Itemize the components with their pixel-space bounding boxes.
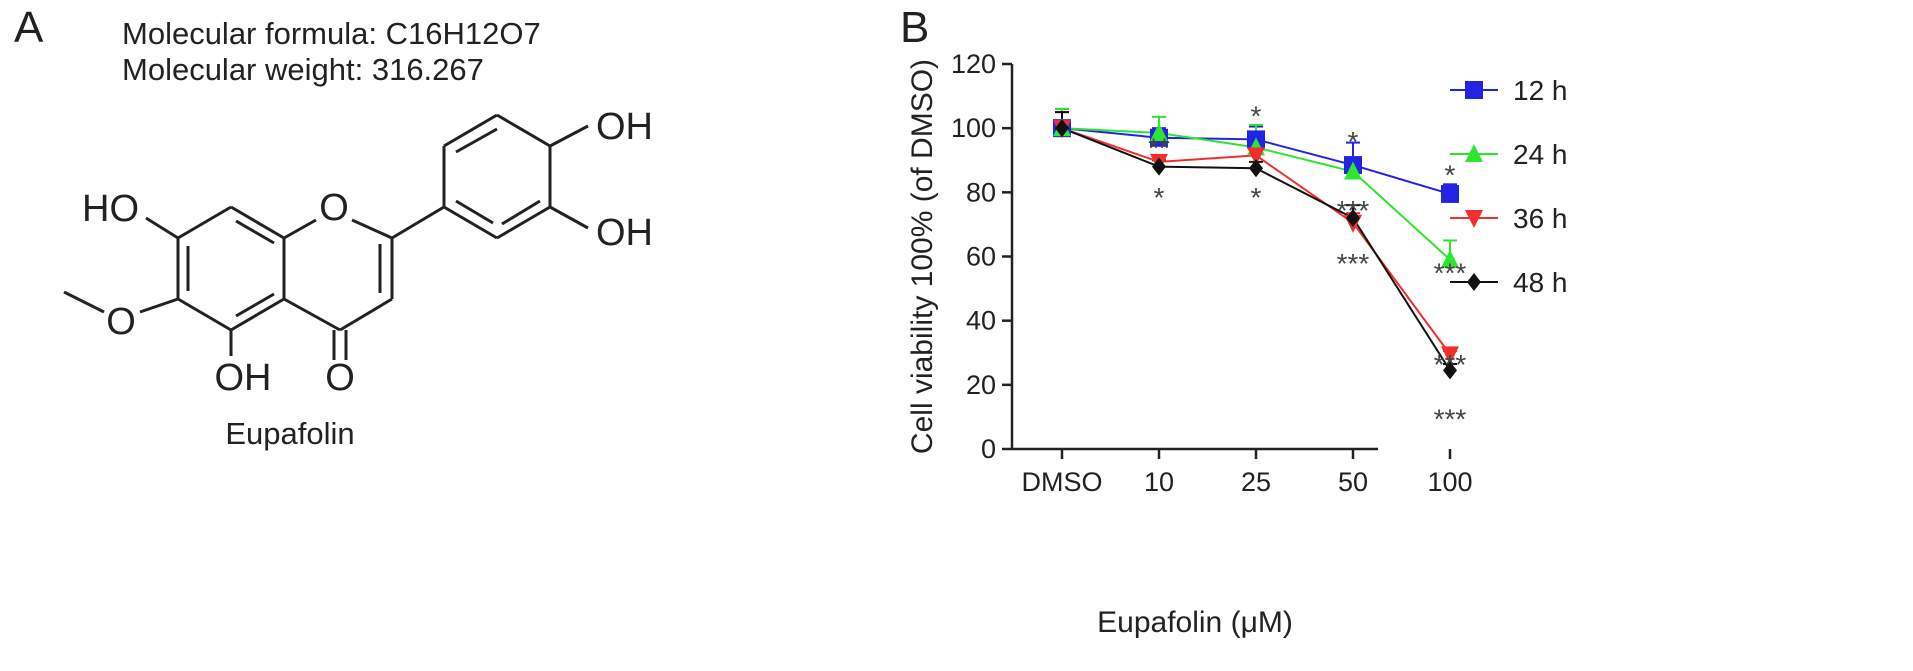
y-tick-label: 60 <box>966 242 996 272</box>
hydroxyl-left-label: HO <box>82 188 139 230</box>
compound-name: Eupafolin <box>225 416 354 451</box>
significance-label: * <box>1154 182 1165 213</box>
significance-annotations: ********************** <box>1148 100 1466 434</box>
chart-axes: 0 20 40 60 80 100 120 DMSO 10 25 50 100 Eupafolin (μ… <box>906 49 1473 639</box>
x-tick-label: 100 <box>1427 467 1472 497</box>
y-tick-label: 80 <box>966 177 996 207</box>
series-markers <box>1053 118 1459 380</box>
chart-legend: 12 h 24 h 36 h 48 h <box>1450 75 1568 298</box>
hydroxyl-top-label: OH <box>596 106 653 148</box>
data-point-24h <box>1344 161 1362 180</box>
panel-b-label: B <box>900 3 929 52</box>
legend-label-36h: 36 h <box>1513 203 1568 234</box>
data-point-36h <box>1247 147 1265 166</box>
ring-oxygen-label: O <box>319 187 349 229</box>
y-tick-label: 100 <box>951 113 996 143</box>
significance-label: * <box>1445 160 1456 191</box>
y-tick-label: 0 <box>981 434 996 464</box>
data-point-24h <box>1150 122 1168 141</box>
eupafolin-structure: A Molecular formula: C16H12O7 Molecular … <box>14 3 653 451</box>
significance-label: *** <box>1337 248 1370 279</box>
methoxy-oxygen-label: O <box>106 301 136 343</box>
significance-label: *** <box>1434 404 1467 435</box>
legend-marker-48h <box>1467 273 1481 291</box>
panel-a-label: A <box>14 3 44 52</box>
significance-label: *** <box>1434 258 1467 289</box>
molecular-formula: Molecular formula: C16H12O7 <box>122 16 541 51</box>
x-axis-label: Eupafolin (μM) <box>1097 606 1293 639</box>
data-point-48h <box>1055 119 1069 138</box>
structure-bonds <box>63 113 589 360</box>
data-point-24h <box>1441 249 1459 268</box>
data-point-36h <box>1441 346 1459 365</box>
legend-label-24h: 24 h <box>1513 139 1568 170</box>
legend-marker-36h <box>1465 210 1483 228</box>
y-tick-label: 120 <box>951 49 996 79</box>
data-point-48h <box>1152 157 1166 176</box>
x-tick-label: DMSO <box>1022 467 1103 497</box>
y-tick-label: 20 <box>966 370 996 400</box>
viability-chart: B 0 20 40 60 80 100 120 DMSO 10 25 50 100 Eupafolin … <box>900 3 1568 639</box>
significance-label: *** <box>1337 195 1370 226</box>
panel-b-chart: B 0 20 40 60 80 100 120 DMSO 10 25 50 100 Eupafolin … <box>900 0 1913 666</box>
legend-marker-12h <box>1465 81 1483 99</box>
significance-label: ** <box>1148 132 1170 163</box>
hydroxyl-right-label: OH <box>596 212 653 254</box>
data-point-48h <box>1249 159 1263 178</box>
panel-a-structure: A Molecular formula: C16H12O7 Molecular … <box>0 0 900 666</box>
hydroxyl-bottom-label: OH <box>215 357 272 399</box>
molecular-weight: Molecular weight: 316.267 <box>122 52 484 87</box>
significance-label: * <box>1251 182 1262 213</box>
legend-marker-24h <box>1465 144 1483 162</box>
data-point-48h <box>1346 209 1360 227</box>
significance-label: * <box>1251 100 1262 131</box>
legend-label-12h: 12 h <box>1513 75 1568 106</box>
x-tick-label: 50 <box>1338 467 1368 497</box>
x-tick-label: 25 <box>1241 467 1271 497</box>
y-axis-label: Cell viability 100% (of DMSO) <box>906 59 939 454</box>
data-point-12h <box>1441 184 1459 203</box>
carbonyl-oxygen-label: O <box>325 357 355 399</box>
significance-label: *** <box>1434 349 1467 380</box>
legend-label-48h: 48 h <box>1513 267 1568 298</box>
x-tick-label: 10 <box>1144 467 1174 497</box>
data-point-48h <box>1443 361 1457 380</box>
y-tick-label: 40 <box>966 306 996 336</box>
significance-label: * <box>1348 126 1359 157</box>
